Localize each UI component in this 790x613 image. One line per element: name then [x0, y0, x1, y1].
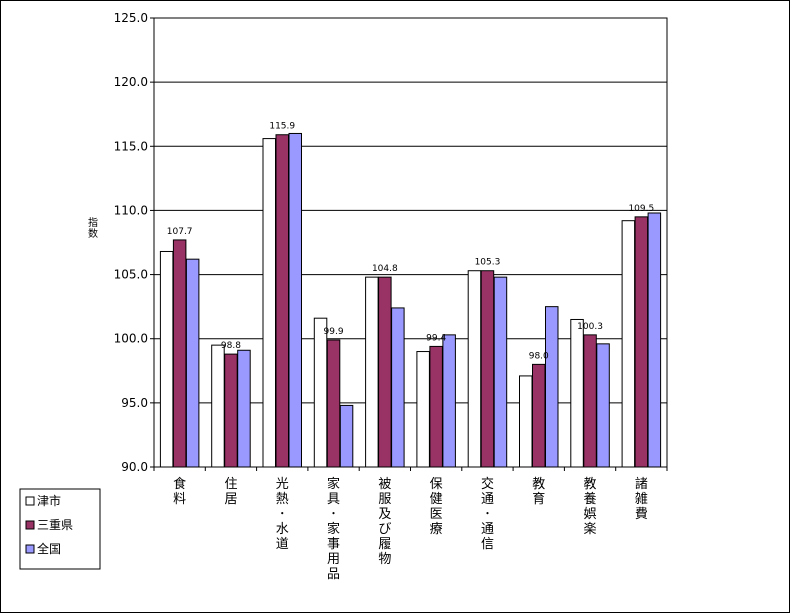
category-label: 教養娯楽 — [584, 476, 597, 537]
bar — [493, 276, 508, 468]
y-tick-label: 110.0 — [114, 203, 148, 217]
data-label: 104.8 — [372, 264, 398, 274]
bar — [570, 318, 584, 468]
legend-label: 三重県 — [37, 518, 73, 532]
y-axis-title: 指数 — [88, 216, 98, 240]
bar — [416, 351, 430, 468]
data-label: 105.3 — [475, 258, 501, 268]
bar — [480, 270, 495, 468]
data-label: 99.9 — [324, 327, 344, 337]
bar — [313, 317, 328, 468]
bar — [621, 220, 636, 468]
y-tick-label: 100.0 — [114, 332, 148, 346]
bar — [339, 404, 354, 468]
bar — [467, 270, 482, 468]
data-label: 107.7 — [167, 227, 193, 237]
bar — [288, 132, 302, 468]
category-label: 光熱･水道 — [276, 477, 289, 552]
category-labels: 食料 住居 光熱･水道 家具･家事用品 被服及び履物 保健医療 交通･通信 教育 教養娯楽 諸雑費 — [173, 476, 648, 582]
data-label: 99.4 — [426, 333, 446, 343]
bar — [634, 216, 649, 468]
bar — [545, 306, 559, 468]
y-tick-label: 105.0 — [114, 268, 148, 282]
category-label: 保健医療 — [430, 477, 443, 537]
bar — [519, 375, 533, 468]
bar — [429, 345, 443, 468]
data-labels: 107.7 98.8 115.9 99.9 104.8 99.4 105.3 98.0 100.… — [167, 122, 654, 362]
bar — [442, 334, 456, 468]
data-label: 98.0 — [529, 351, 549, 361]
y-tick-label: 120.0 — [114, 75, 148, 89]
legend-swatch — [25, 520, 35, 530]
bar-groups — [159, 132, 662, 468]
bar — [159, 250, 174, 468]
bar — [262, 138, 276, 468]
y-tick-label: 95.0 — [121, 396, 148, 410]
category-label: 教育 — [532, 476, 545, 507]
bar — [583, 334, 597, 468]
bar — [365, 276, 379, 468]
legend-swatch — [25, 496, 35, 506]
category-label: 被服及び履物 — [378, 477, 391, 567]
category-label: 諸雑費 — [635, 476, 648, 522]
bar — [211, 344, 225, 468]
legend-label: 津市 — [37, 493, 61, 508]
bar — [532, 363, 546, 468]
y-tick-label: 90.0 — [121, 460, 148, 474]
bar — [596, 343, 610, 468]
bar — [378, 276, 392, 468]
category-label: 食料 — [173, 476, 186, 507]
y-tick-label: 125.0 — [114, 11, 148, 25]
bar — [326, 339, 341, 468]
legend-swatch — [25, 544, 35, 554]
category-label: 交通･通信 — [481, 476, 494, 552]
bar — [275, 134, 289, 468]
bar — [647, 212, 662, 468]
data-label: 115.9 — [269, 122, 295, 132]
data-label: 100.3 — [577, 322, 603, 332]
bar — [224, 353, 238, 468]
legend-label: 全国 — [37, 541, 61, 556]
category-label: 家具･家事用品 — [327, 476, 340, 582]
data-label: 109.5 — [628, 204, 654, 214]
data-label: 98.8 — [221, 341, 241, 351]
y-tick-labels: 90.0 95.0 100.0 105.0 110.0 115.0 120.0 125.0 — [114, 11, 148, 474]
bar — [172, 239, 187, 468]
y-tick-label: 115.0 — [114, 139, 148, 153]
axes — [150, 17, 668, 471]
y-axis-label: 指数 — [88, 216, 98, 240]
category-label: 住居 — [224, 477, 237, 507]
bar — [185, 258, 200, 468]
bar — [391, 307, 405, 468]
bar — [237, 349, 251, 468]
